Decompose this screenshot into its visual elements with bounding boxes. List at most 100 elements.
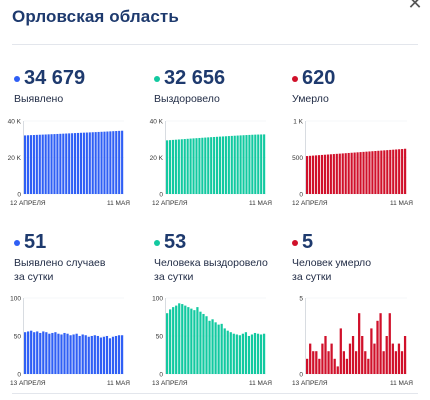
bar [75, 333, 78, 374]
bar [44, 134, 47, 194]
bar [321, 343, 324, 374]
bar [347, 152, 350, 194]
bar [177, 139, 180, 194]
bar [63, 332, 66, 374]
bar [364, 351, 367, 374]
x-end-label: 11 МАЯ [107, 380, 130, 387]
bar [241, 333, 244, 374]
bar [109, 131, 112, 194]
bar [370, 328, 373, 374]
bar [356, 152, 359, 194]
bar [24, 332, 27, 374]
bar [221, 136, 225, 194]
bar [166, 313, 169, 374]
bar [178, 303, 181, 374]
y-tick-label: 50 [156, 333, 164, 340]
y-tick-label: 40 K [8, 118, 22, 125]
stat-label: Человека выздоровело [154, 257, 268, 269]
stat-value: 34 679 [24, 67, 86, 89]
bar [394, 351, 398, 374]
bar [196, 307, 199, 374]
bar [338, 153, 341, 194]
bar [41, 134, 44, 194]
bar [361, 336, 364, 374]
stat-deaths-total: 620 Умерло [292, 67, 422, 106]
bar [223, 328, 226, 374]
bar [24, 135, 27, 194]
bar [108, 338, 112, 374]
bar [96, 336, 99, 374]
bar [195, 138, 198, 194]
y-tick-label: 40 K [150, 118, 164, 125]
stat-deaths-daily: 5 Человек умерло за сутки [292, 231, 422, 284]
y-tick-label: 0 [299, 191, 303, 198]
bar [51, 332, 54, 374]
bar [87, 336, 90, 374]
bar [56, 133, 59, 194]
header-divider [12, 44, 418, 45]
dot-icon [14, 240, 20, 246]
bar [32, 135, 35, 194]
bar [389, 149, 392, 194]
bar [326, 154, 329, 194]
bar [359, 152, 362, 194]
bar [380, 150, 383, 194]
page-title: Орловская область [12, 7, 179, 26]
bar [48, 333, 51, 374]
bar [262, 333, 266, 374]
bar [230, 135, 233, 194]
x-start-label: 13 АПРЕЛЯ [10, 380, 46, 387]
bar [60, 334, 63, 374]
bar [367, 358, 370, 374]
bar [208, 320, 211, 374]
bar [45, 332, 48, 374]
bar [26, 135, 30, 194]
bar [257, 134, 260, 194]
x-start-label: 12 АПРЕЛЯ [152, 200, 188, 207]
bar [53, 134, 56, 194]
bar [254, 134, 257, 194]
bar [76, 132, 80, 194]
bar [204, 137, 207, 194]
x-end-label: 11 МАЯ [107, 200, 130, 207]
bar [62, 133, 65, 194]
x-end-label: 11 МАЯ [249, 380, 272, 387]
bar [202, 313, 205, 374]
bar [327, 351, 330, 374]
bar [111, 336, 115, 374]
y-tick-label: 0 [17, 371, 21, 378]
bar [388, 313, 391, 374]
bar [166, 140, 169, 194]
bar [314, 155, 318, 194]
bar [318, 358, 321, 374]
bar [308, 155, 312, 194]
close-icon[interactable]: ✕ [407, 0, 423, 13]
bar [312, 351, 315, 374]
bar [99, 337, 102, 374]
bar [175, 305, 178, 374]
y-tick-label: 0 [159, 191, 163, 198]
bar [198, 137, 201, 194]
bar [217, 324, 220, 374]
bar [376, 320, 379, 374]
y-tick-label: 500 [292, 155, 303, 162]
bar [218, 136, 222, 194]
bar [386, 150, 389, 194]
bar [181, 304, 184, 374]
bar [88, 132, 91, 194]
bar [348, 343, 352, 374]
bar [242, 135, 245, 194]
bar [30, 330, 33, 374]
dot-icon [14, 76, 20, 82]
bar [404, 148, 407, 194]
bar [186, 138, 189, 194]
bar [251, 134, 254, 194]
bar [315, 351, 318, 374]
bar [344, 153, 347, 194]
bar [403, 336, 407, 374]
bar [311, 155, 315, 194]
bar [106, 131, 109, 194]
y-tick-label: 50 [14, 333, 22, 340]
